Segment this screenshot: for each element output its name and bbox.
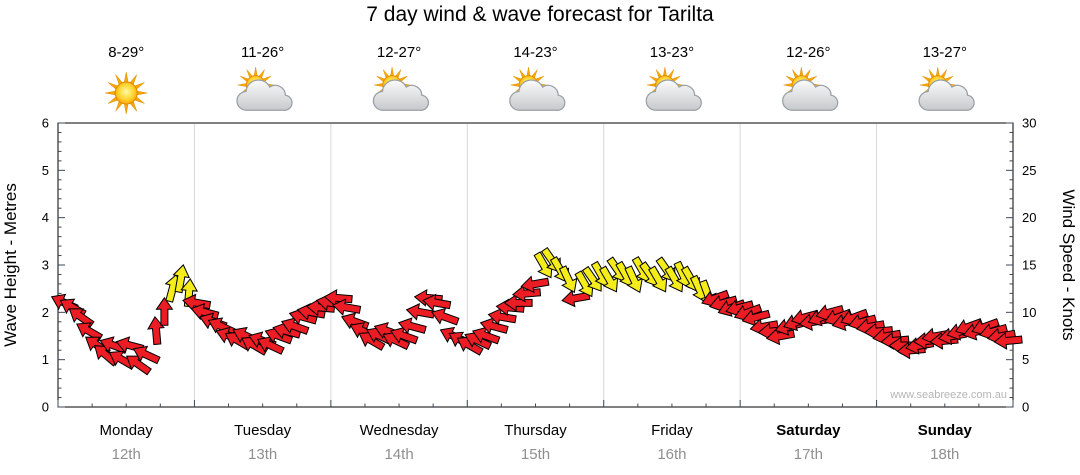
wind-arrow xyxy=(132,345,161,365)
wind-arrow xyxy=(264,326,294,345)
left-tick-label: 3 xyxy=(42,258,49,273)
wind-arrow xyxy=(155,296,174,326)
day-label: Sunday xyxy=(918,422,973,439)
wind-arrow xyxy=(397,317,427,335)
wind-arrow xyxy=(487,307,517,326)
right-tick-label: 25 xyxy=(1022,163,1036,178)
temperature-range: 12-26° xyxy=(786,44,830,61)
wind-arrow xyxy=(382,331,411,351)
left-tick-label: 6 xyxy=(42,116,49,131)
wind-arrow xyxy=(503,293,533,312)
partly-cloudy-icon xyxy=(509,67,566,111)
day-gridlines xyxy=(193,124,878,406)
right-tick-label: 0 xyxy=(1022,400,1029,415)
watermark: www.seabreeze.com.au xyxy=(889,389,1007,401)
axes: 0 1 2 3 4 5 6 0 5 10 15 20 25 30 xyxy=(42,116,1037,415)
partly-cloudy-icon xyxy=(645,67,702,111)
wind-arrow xyxy=(125,355,152,376)
wind-arrow xyxy=(471,326,501,345)
partly-cloudy-icon xyxy=(918,67,975,111)
day-label: Thursday xyxy=(504,422,567,439)
wind-arrow xyxy=(456,336,484,356)
partly-cloudy-icon xyxy=(782,67,839,111)
partly-cloudy-icon xyxy=(236,67,293,111)
wind-arrow xyxy=(405,303,435,321)
day-label: Monday xyxy=(100,422,154,439)
wind-arrow xyxy=(464,331,493,351)
left-tick-label: 1 xyxy=(42,352,49,367)
left-tick-label: 2 xyxy=(42,305,49,320)
wind-arrow xyxy=(422,293,452,312)
wind-arrow xyxy=(280,317,310,335)
left-tick-label: 5 xyxy=(42,163,49,178)
right-tick-label: 15 xyxy=(1022,258,1036,273)
wind-arrow xyxy=(741,309,771,327)
right-tick-label: 10 xyxy=(1022,305,1036,320)
wind-arrow xyxy=(390,326,419,345)
temperature-range: 13-23° xyxy=(650,44,694,61)
date-label: 17th xyxy=(794,446,823,463)
partly-cloudy-icon xyxy=(372,67,430,111)
wind-arrow xyxy=(147,315,165,346)
date-label: 16th xyxy=(657,446,686,463)
day-label: Saturday xyxy=(776,422,841,439)
temperature-range: 12-27° xyxy=(377,44,421,61)
wind-arrow xyxy=(332,298,362,316)
wind-arrow xyxy=(520,275,550,294)
date-label: 15th xyxy=(521,446,550,463)
sunny-icon xyxy=(105,71,148,115)
temperature-range: 8-29° xyxy=(108,44,144,61)
day-label: Wednesday xyxy=(360,422,439,439)
wind-arrow xyxy=(358,331,386,351)
wind-arrow xyxy=(558,265,578,294)
wind-arrow xyxy=(76,322,104,342)
day-label: Tuesday xyxy=(234,422,291,439)
temperature-range: 14-23° xyxy=(513,44,557,61)
temperature-range: 13-27° xyxy=(923,44,967,61)
wind-arrow xyxy=(598,265,619,293)
temperature-range: 11-26° xyxy=(241,44,284,61)
right-tick-label: 20 xyxy=(1022,210,1036,225)
date-label: 12th xyxy=(112,446,141,463)
page-title: 7 day wind & wave forecast for Tarilta xyxy=(366,3,714,26)
wind-arrow xyxy=(648,265,668,293)
left-axis-title: Wave Height - Metres xyxy=(1,183,20,347)
date-label: 14th xyxy=(384,446,413,463)
wind-arrows-layer xyxy=(50,246,1023,376)
right-tick-label: 30 xyxy=(1022,116,1036,131)
date-label: 18th xyxy=(930,446,959,463)
wind-arrow xyxy=(479,317,509,335)
right-axis-title: Wind Speed - Knots xyxy=(1059,189,1078,340)
plot-border xyxy=(57,122,1014,408)
left-tick-label: 4 xyxy=(42,210,49,225)
wind-arrow xyxy=(993,331,1023,350)
right-tick-label: 5 xyxy=(1022,352,1029,367)
wind-arrow xyxy=(624,265,643,294)
left-tick-label: 0 xyxy=(42,400,49,415)
wind-arrow xyxy=(256,336,285,355)
date-label: 13th xyxy=(248,446,277,463)
wind-arrow xyxy=(431,307,460,326)
day-label: Friday xyxy=(651,422,693,439)
